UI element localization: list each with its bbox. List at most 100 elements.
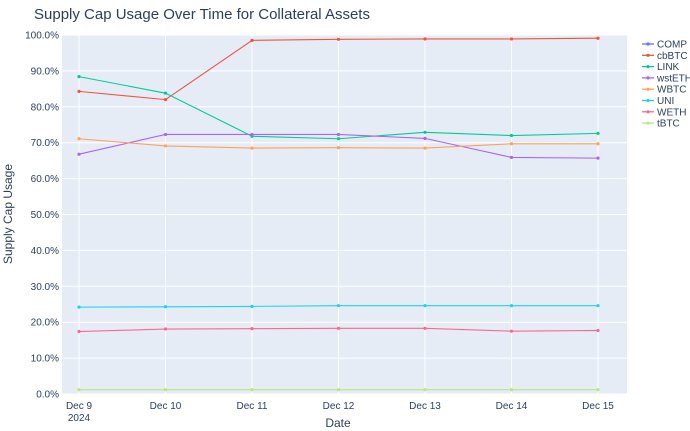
data-point — [336, 37, 341, 41]
data-point — [77, 89, 81, 93]
x-tick-label: Dec 14 — [496, 401, 528, 412]
data-point — [423, 136, 427, 140]
legend-marker — [646, 121, 650, 125]
legend-item-weth[interactable]: WETH — [642, 107, 686, 118]
data-point — [509, 304, 514, 308]
legend-label: WBTC — [657, 85, 686, 96]
data-point — [596, 142, 600, 146]
series-tbtc — [77, 388, 600, 392]
y-tick-label: 0.0% — [36, 390, 59, 401]
legend-marker — [646, 53, 650, 57]
data-point — [163, 132, 168, 137]
grid-lines — [62, 34, 627, 395]
data-point — [509, 37, 514, 41]
data-point — [77, 137, 81, 141]
series-weth — [77, 326, 600, 334]
y-tick-label: 60.0% — [31, 174, 59, 185]
series-wsteth — [77, 132, 600, 160]
y-tick-label: 70.0% — [31, 138, 59, 149]
data-point — [77, 305, 81, 309]
y-tick-label: 80.0% — [31, 102, 59, 113]
y-tick-label: 40.0% — [31, 246, 59, 257]
y-tick-label: 10.0% — [31, 354, 59, 365]
data-point — [336, 326, 341, 330]
data-point — [423, 304, 427, 308]
data-point — [77, 152, 81, 156]
data-point — [596, 388, 600, 392]
series-lines — [77, 36, 600, 392]
y-axis-title: Supply Cap Usage — [1, 164, 15, 264]
data-point — [423, 130, 427, 134]
x-tick-label: Dec 9 — [66, 401, 93, 412]
data-point — [509, 388, 514, 392]
data-point — [77, 329, 81, 334]
y-tick-label: 20.0% — [31, 318, 59, 329]
y-tick-label: 100.0% — [25, 31, 59, 42]
legend-item-wsteth[interactable]: wstETH — [642, 73, 690, 84]
data-point — [163, 98, 168, 102]
legend-label: cbBTC — [657, 51, 688, 62]
data-point — [250, 304, 254, 309]
legend-label: LINK — [657, 62, 680, 73]
legend-marker — [646, 98, 650, 103]
data-point — [423, 326, 427, 330]
data-point — [336, 146, 341, 150]
legend-label: COMP — [657, 40, 687, 51]
data-point — [336, 388, 341, 392]
data-point — [163, 305, 168, 309]
x-tick-label: Dec 15 — [582, 401, 614, 412]
data-point — [163, 144, 168, 148]
legend-item-cbbtc[interactable]: cbBTC — [642, 51, 688, 62]
x-tick-sublabel: 2024 — [68, 413, 91, 424]
data-point — [250, 327, 254, 331]
data-point — [509, 133, 514, 138]
legend-item-wbtc[interactable]: WBTC — [642, 85, 686, 96]
x-tick-label: Dec 11 — [237, 401, 268, 412]
data-point — [596, 131, 600, 135]
legend-marker — [646, 87, 650, 91]
data-point — [336, 132, 341, 137]
data-point — [336, 137, 341, 141]
series-wbtc — [77, 137, 600, 150]
data-point — [77, 75, 81, 79]
data-point — [423, 37, 427, 41]
data-point — [596, 36, 600, 40]
data-point — [250, 132, 254, 137]
x-tick-label: Dec 12 — [323, 401, 355, 412]
data-point — [163, 388, 168, 392]
data-point — [250, 38, 254, 42]
series-cbbtc — [77, 36, 600, 102]
legend-marker — [646, 110, 650, 114]
data-point — [163, 91, 168, 95]
chart-title: Supply Cap Usage Over Time for Collatera… — [34, 6, 370, 23]
series-uni — [77, 304, 600, 309]
legend-item-uni[interactable]: UNI — [642, 96, 674, 107]
legend-label: UNI — [657, 96, 674, 107]
legend-item-comp[interactable]: COMP — [642, 40, 687, 51]
data-point — [509, 329, 514, 333]
legend-label: wstETH — [656, 73, 690, 84]
data-point — [596, 304, 600, 308]
y-axis-ticks: 0.0% 10.0% 20.0% 30.0% 40.0% 50.0% 60.0% 70.0% 8… — [25, 31, 59, 401]
data-point — [77, 388, 81, 392]
legend-marker — [646, 65, 650, 69]
data-point — [423, 388, 427, 392]
data-point — [509, 142, 514, 146]
x-tick-label: Dec 10 — [150, 401, 182, 412]
data-point — [596, 156, 600, 160]
data-point — [250, 146, 254, 150]
data-point — [423, 146, 427, 150]
legend-item-link[interactable]: LINK — [642, 62, 680, 73]
legend-marker — [646, 76, 650, 80]
data-point — [596, 328, 600, 333]
y-tick-label: 90.0% — [31, 66, 59, 77]
y-tick-label: 30.0% — [31, 282, 59, 293]
y-tick-label: 50.0% — [31, 210, 59, 221]
x-axis-title: Date — [325, 416, 351, 430]
data-point — [336, 304, 341, 308]
legend-label: tBTC — [657, 119, 680, 130]
legend-item-tbtc[interactable]: tBTC — [642, 119, 680, 130]
